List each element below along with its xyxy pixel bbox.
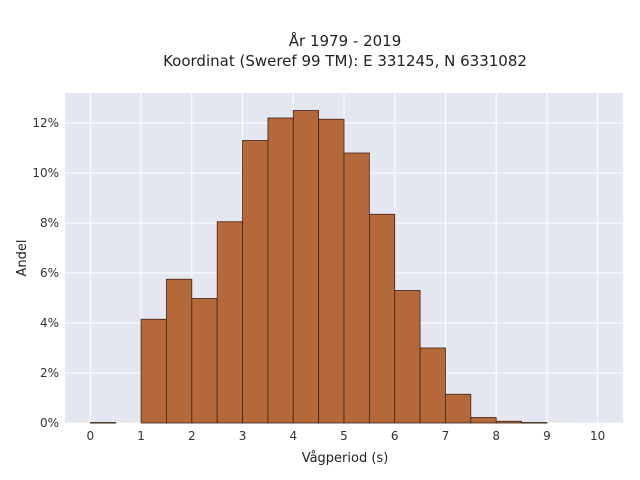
y-tick-label: 8% bbox=[40, 216, 59, 230]
x-tick-label: 9 bbox=[543, 429, 551, 443]
histogram-bar bbox=[343, 152, 370, 424]
histogram-bar bbox=[267, 117, 294, 424]
x-tick-label: 6 bbox=[391, 429, 399, 443]
x-tick-label: 8 bbox=[492, 429, 500, 443]
y-axis-label: Andel bbox=[15, 240, 30, 277]
x-tick-label: 5 bbox=[340, 429, 348, 443]
chart-subtitle: Koordinat (Sweref 99 TM): E 331245, N 63… bbox=[163, 52, 527, 70]
histogram-bar bbox=[292, 110, 320, 424]
histogram-bar bbox=[166, 278, 193, 424]
histogram-bar bbox=[216, 221, 243, 424]
x-tick-label: 0 bbox=[87, 429, 95, 443]
y-tick-label: 0% bbox=[40, 416, 59, 430]
histogram-bar bbox=[521, 422, 548, 424]
histogram-bar bbox=[368, 213, 396, 424]
histogram-bar bbox=[495, 420, 522, 424]
x-axis-label: Vågperiod (s) bbox=[302, 451, 389, 466]
y-tick-label: 6% bbox=[40, 266, 59, 280]
x-tick-label: 7 bbox=[442, 429, 450, 443]
tick-labels: 0 1 2 3 4 5 6 7 8 9 10 0% 2% 4% 6% 8% 10% 12% bbox=[32, 116, 605, 443]
y-tick-label: 12% bbox=[32, 116, 59, 130]
histogram-bar bbox=[470, 417, 497, 424]
chart-title: År 1979 - 2019 bbox=[289, 31, 402, 50]
histogram-bar bbox=[89, 422, 117, 424]
bars bbox=[89, 110, 548, 424]
x-tick-label: 2 bbox=[188, 429, 196, 443]
x-tick-label: 1 bbox=[137, 429, 145, 443]
y-tick-label: 10% bbox=[32, 166, 59, 180]
histogram-bar bbox=[419, 347, 446, 424]
x-tick-label: 4 bbox=[289, 429, 297, 443]
histogram-bar bbox=[191, 298, 218, 424]
y-tick-label: 2% bbox=[40, 366, 59, 380]
histogram-bar bbox=[140, 318, 167, 424]
histogram-bar bbox=[318, 118, 345, 424]
histogram-bar bbox=[394, 290, 421, 424]
histogram-bar bbox=[445, 393, 472, 424]
histogram-bar bbox=[242, 140, 269, 424]
x-tick-label: 3 bbox=[239, 429, 247, 443]
x-tick-label: 10 bbox=[590, 429, 605, 443]
y-tick-label: 4% bbox=[40, 316, 59, 330]
